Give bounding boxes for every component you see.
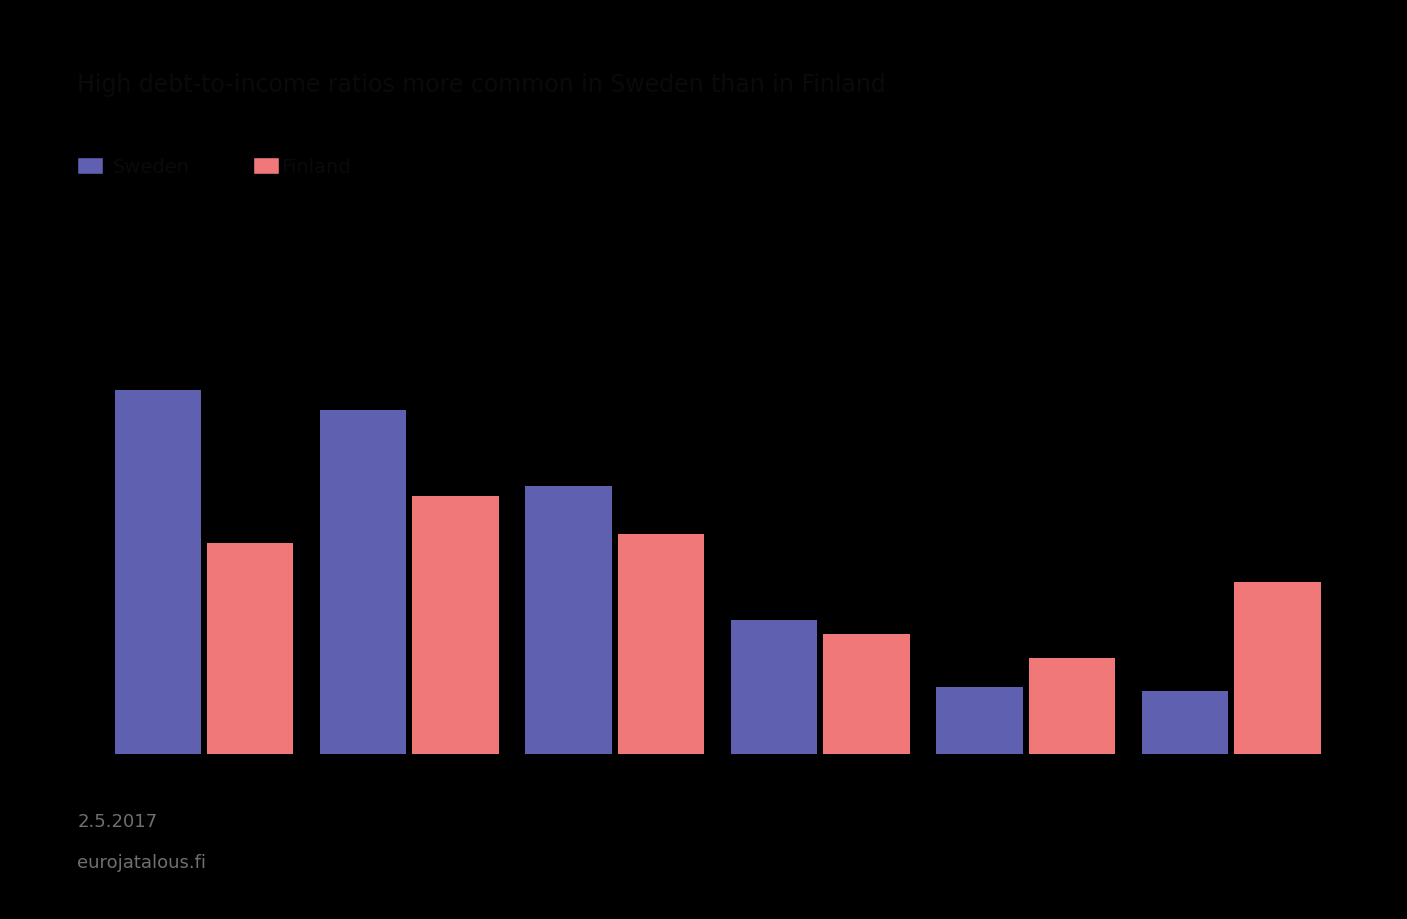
Text: Sweden: Sweden	[113, 158, 190, 176]
Bar	[412, 495, 498, 754]
Text: High debt-to-income ratios more common in Sweden than in Finland: High debt-to-income ratios more common i…	[77, 73, 886, 96]
Bar	[730, 619, 817, 754]
Bar	[525, 486, 612, 754]
Bar	[937, 686, 1023, 754]
Text: Finland: Finland	[281, 158, 350, 176]
Text: eurojatalous.fi: eurojatalous.fi	[77, 855, 207, 872]
Bar	[207, 543, 293, 754]
Bar	[319, 410, 407, 754]
Bar	[114, 391, 201, 754]
Bar	[1142, 691, 1228, 754]
Text: 2.5.2017: 2.5.2017	[77, 813, 158, 831]
Bar	[1029, 658, 1116, 754]
Bar	[823, 634, 910, 754]
Bar	[618, 534, 705, 754]
Bar	[1234, 582, 1321, 754]
